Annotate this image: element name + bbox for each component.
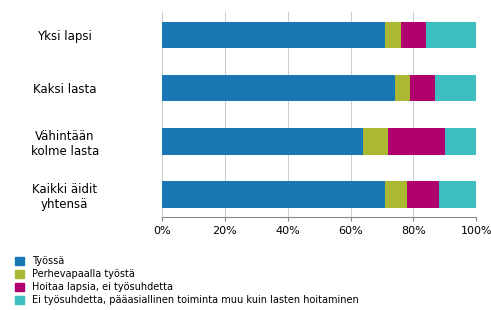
Bar	[410, 75, 436, 101]
Bar	[162, 22, 385, 48]
Bar	[407, 181, 438, 208]
Bar	[385, 22, 401, 48]
Bar	[438, 181, 476, 208]
Legend: Työssä, Perhevapaalla työstä, Hoitaa lapsia, ei työsuhdetta, Ei työsuhdetta, pää: Työssä, Perhevapaalla työstä, Hoitaa lap…	[15, 256, 359, 305]
Bar	[445, 128, 476, 155]
Bar	[162, 75, 395, 101]
Bar	[385, 181, 407, 208]
Bar	[363, 128, 388, 155]
Bar	[401, 22, 426, 48]
Bar	[395, 75, 410, 101]
Bar	[436, 75, 476, 101]
Bar	[388, 128, 445, 155]
Bar	[162, 181, 385, 208]
Bar	[426, 22, 476, 48]
Bar	[162, 128, 363, 155]
